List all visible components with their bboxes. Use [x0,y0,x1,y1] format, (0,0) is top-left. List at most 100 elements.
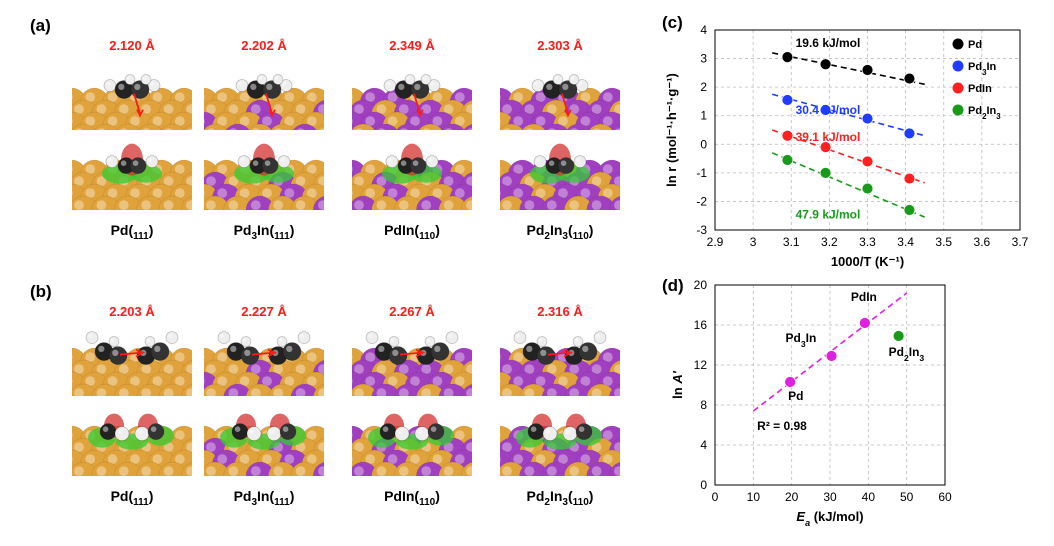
b-orb-structure-image [72,396,192,476]
panel-a-surface-label: Pd(111) [110,222,154,242]
y-tick-label: -1 [696,166,707,180]
panel-a-surface-label: Pd2In3(110) [526,222,594,242]
y-tick-label: 8 [700,398,707,412]
chart-c: (c) 2.9 3 3.1 3.2 3.3 3.4 3.5 3.6 3.7 -3 -2 -1 0 1 2 3 4 1… [662,13,1029,269]
panel-a-distance-label: 2.202 Å [241,38,287,53]
x-tick-label: 2.9 [707,235,724,249]
r-squared-annotation: R² = 0.98 [757,419,807,433]
x-tick-label: 3.6 [974,235,991,249]
a-geom-structure-image [352,58,472,138]
panel-b-distance-label: 2.227 Å [241,304,287,319]
panel-a-distance-label: 2.120 Å [109,38,155,53]
data-point [892,330,905,342]
plot-frame [714,284,946,486]
b-geom-structure-image [204,318,324,398]
data-point [781,94,794,106]
x-tick-label: 60 [938,490,952,504]
panel-b-distance-label: 2.203 Å [109,304,155,319]
data-point [861,64,874,76]
legend-marker [952,38,964,50]
a-geom-structure-image [72,58,192,138]
panel-d-label: (d) [662,276,684,295]
point-label: Pd [788,389,803,403]
fit-line [771,129,925,184]
data-point [781,154,794,166]
panel-b-surface-label: Pd3In(111) [233,488,295,508]
data-point [819,104,832,116]
legend-label: Pd [968,39,982,51]
a-geom-structure-image [204,58,324,138]
legend-marker [952,104,964,116]
panel-c-label: (c) [662,13,683,32]
legend-label: PdIn [968,83,992,95]
data-point [825,350,838,362]
x-tick-label: 3.7 [1012,235,1029,249]
x-tick-label: 30 [823,490,837,504]
data-point [861,182,874,195]
fit-line [771,93,925,137]
a-orb-structure-image [352,130,472,210]
legend-label: Pd3In [968,61,997,77]
y-tick-label: 4 [700,23,707,37]
b-geom-structure-image [352,318,472,398]
data-point [819,166,832,179]
fit-line [752,292,908,412]
data-point [861,155,874,168]
panel-b-surface-label: Pd(111) [110,488,154,508]
series-annotation: 19.6 kJ/mol [796,36,861,50]
panel-a-distance-label: 2.349 Å [389,38,435,53]
y-tick-label: 0 [700,478,707,492]
data-point [784,376,797,388]
x-tick-label: 3.3 [859,235,876,249]
point-label: Pd2In3 [889,345,925,363]
x-tick-label: 3 [750,235,757,249]
a-orb-structure-image [72,130,192,210]
x-tick-label: 3.2 [821,235,838,249]
series-annotation: 30.4 kJ/mol [796,103,861,117]
b-geom-structure-image [72,318,192,398]
x-tick-label: 20 [785,490,799,504]
y-tick-label: 3 [700,52,707,66]
data-point [903,172,916,185]
data-point [819,58,832,71]
chart-d: (d) 0 10 20 30 40 50 60 0 4 8 12 16 20 Ea (kJ/mol) ln A… [662,276,952,528]
fit-line [772,52,925,86]
y-tick-label: 16 [694,318,708,332]
panel-b-distance-label: 2.267 Å [389,304,435,319]
y-tick-label: 1 [700,109,707,123]
data-point [861,112,874,125]
x-tick-label: 50 [900,490,914,504]
y-tick-label: 2 [700,80,707,94]
panel-b-distance-label: 2.316 Å [537,304,583,319]
y-tick-label: 20 [694,278,708,292]
series-annotation: 39.1 kJ/mol [796,130,861,144]
legend-marker [952,60,964,72]
fit-line [771,152,925,218]
plot-frame [714,29,1021,231]
y-tick-label: -3 [696,223,707,237]
panel-b-surface-label: Pd2In3(110) [526,488,594,508]
x-axis-title: Ea (kJ/mol) [796,509,863,528]
panel-b-label: (b) [30,282,52,301]
a-orb-structure-image [500,130,620,210]
point-label: Pd3In [786,331,817,349]
data-point [819,141,832,154]
y-axis-title: ln r (mol⁻¹·h⁻¹·g⁻¹) [664,73,679,187]
x-tick-label: 40 [862,490,876,504]
x-tick-label: 0 [712,490,719,504]
legend-marker [952,82,964,94]
series-annotation: 47.9 kJ/mol [796,207,861,221]
data-point [781,51,794,64]
point-label: PdIn [851,290,877,304]
data-point [903,204,916,216]
b-geom-structure-image [500,318,620,398]
data-point [781,129,794,142]
panel-a-label: (a) [30,16,51,35]
b-orb-structure-image [204,396,324,476]
a-geom-structure-image [500,58,620,138]
y-tick-label: 12 [694,358,708,372]
legend-label: Pd2In3 [968,105,1001,121]
data-point [858,317,871,329]
b-orb-structure-image [352,396,472,476]
x-tick-label: 10 [747,490,761,504]
